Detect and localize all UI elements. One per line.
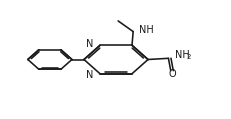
Text: NH: NH [139, 25, 153, 35]
Text: 2: 2 [186, 54, 190, 60]
Text: NH: NH [174, 50, 189, 60]
Text: O: O [167, 69, 175, 79]
Text: N: N [85, 39, 93, 49]
Text: N: N [85, 70, 93, 80]
